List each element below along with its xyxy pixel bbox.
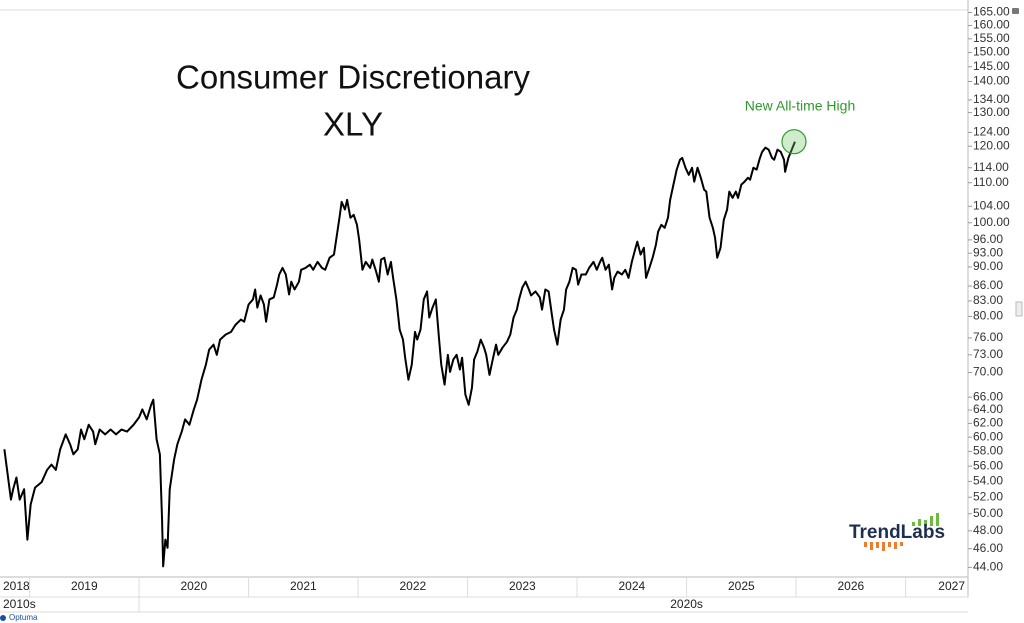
y-tick-label: 70.00	[973, 365, 1003, 379]
x-tick-label: 2024	[618, 579, 645, 593]
y-tick-label: 80.00	[973, 309, 1003, 323]
x-tick-label: 2019	[71, 579, 98, 593]
x-tick-label: 2025	[728, 579, 755, 593]
y-tick-label: 86.00	[973, 278, 1003, 292]
logo-bar	[936, 513, 939, 526]
x-tick-label: 2026	[837, 579, 864, 593]
y-tick-label: 93.00	[973, 245, 1003, 259]
x-tick-label: 2022	[399, 579, 426, 593]
x-tick-label: 2027	[938, 579, 965, 593]
y-tick-label: 160.00	[973, 18, 1010, 32]
y-tick-label: 165.00	[973, 5, 1010, 19]
logo-bar	[894, 542, 897, 549]
y-tick-label: 96.00	[973, 232, 1003, 246]
logo-bar	[924, 520, 927, 526]
y-tick-label: 73.00	[973, 347, 1003, 361]
y-tick-label: 76.00	[973, 330, 1003, 344]
x-tick-label: 2023	[509, 579, 536, 593]
price-line	[3, 141, 796, 568]
y-tick-label: 44.00	[973, 560, 1003, 574]
y-tick-label: 64.00	[973, 402, 1003, 416]
chart-subtitle: XLY	[323, 106, 383, 143]
x-tick-label: 2018	[3, 579, 30, 593]
logo-bar	[888, 542, 891, 547]
x-tick-label: 2020	[180, 579, 207, 593]
y-tick-label: 110.00	[973, 175, 1009, 189]
decade-label: 2020s	[670, 597, 703, 611]
scroll-handle	[1015, 301, 1023, 317]
y-tick-label: 58.00	[973, 444, 1003, 458]
y-tick-label: 145.00	[973, 59, 1010, 73]
logo-bar	[870, 542, 873, 550]
decade-label: 2010s	[3, 597, 36, 611]
y-tick-label: 46.00	[973, 541, 1003, 555]
y-tick-label: 83.00	[973, 293, 1003, 307]
logo-bar	[912, 522, 915, 526]
source: Optuma	[9, 613, 38, 622]
logo-bar	[876, 542, 879, 548]
y-tick-label: 150.00	[973, 45, 1010, 59]
y-tick-label: 62.00	[973, 416, 1003, 430]
y-tick-label: 48.00	[973, 523, 1003, 537]
y-tick-label: 140.00	[973, 74, 1010, 88]
y-tick-label: 50.00	[973, 506, 1003, 520]
y-tick-label: 54.00	[973, 474, 1003, 488]
y-tick-label: 60.00	[973, 429, 1003, 443]
logo: TrendLabs	[849, 513, 945, 551]
source-icon	[0, 615, 6, 621]
y-tick-label: 134.00	[973, 92, 1010, 106]
y-tick-label: 130.00	[973, 105, 1010, 119]
y-tick-label: 90.00	[973, 259, 1003, 273]
logo-bar	[918, 519, 921, 526]
y-tick-label: 120.00	[973, 138, 1010, 152]
y-tick-label: 66.00	[973, 389, 1003, 403]
y-tick-label: 155.00	[973, 31, 1010, 45]
x-tick-label: 2021	[290, 579, 317, 593]
y-tick-label: 56.00	[973, 458, 1003, 472]
y-tick-label: 114.00	[973, 160, 1009, 174]
logo-bar	[882, 542, 885, 551]
lock-icon	[1012, 8, 1019, 14]
logo-bar	[900, 542, 903, 546]
chart-title: Consumer Discretionary	[176, 59, 530, 96]
logo-text: TrendLabs	[849, 522, 945, 543]
logo-bar	[930, 516, 933, 526]
logo-bar	[864, 542, 867, 547]
y-tick-label: 104.00	[973, 198, 1010, 212]
highlight-circle	[781, 129, 807, 155]
annotation: New All-time High	[745, 98, 855, 114]
y-tick-label: 124.00	[973, 125, 1010, 139]
y-tick-label: 100.00	[973, 215, 1010, 229]
y-tick-label: 52.00	[973, 489, 1003, 503]
